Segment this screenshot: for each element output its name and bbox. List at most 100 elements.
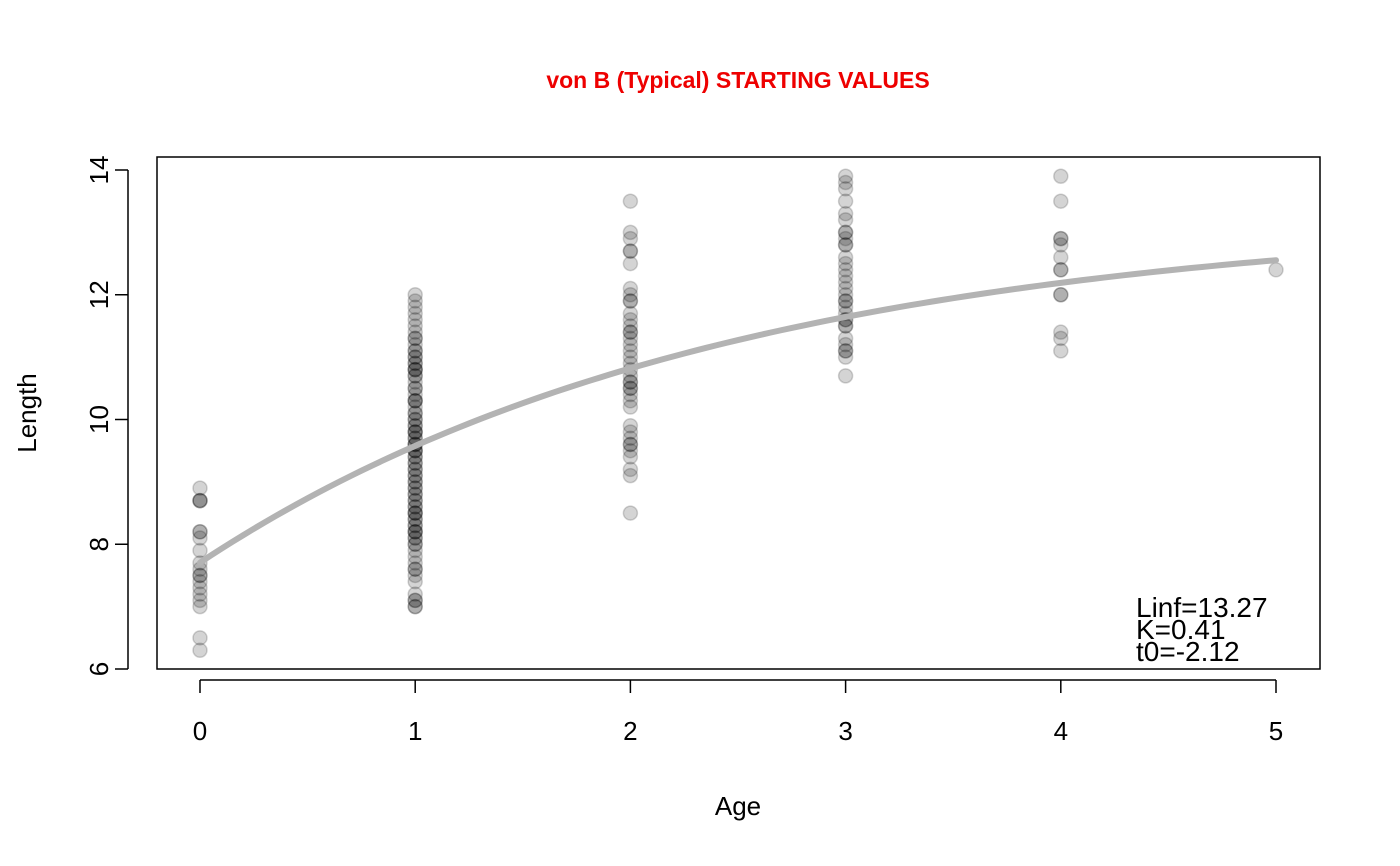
- data-point: [407, 417, 423, 434]
- data-point: [622, 230, 639, 247]
- data-point: [837, 249, 854, 266]
- y-tick-label: 12: [84, 280, 114, 309]
- data-point: [407, 474, 423, 490]
- data-point: [837, 230, 854, 247]
- parameter-annotation: t0=-2.12: [1136, 636, 1240, 667]
- data-point: [407, 480, 423, 496]
- data-point: [407, 411, 423, 428]
- data-point: [1053, 262, 1069, 278]
- data-point: [622, 399, 639, 415]
- data-point: [407, 355, 423, 372]
- data-point: [407, 524, 423, 540]
- data-point: [622, 449, 639, 465]
- y-tick-label: 14: [84, 156, 114, 185]
- chart-title: von B (Typical) STARTING VALUES: [546, 67, 929, 93]
- data-point: [622, 287, 639, 303]
- data-point: [837, 280, 854, 297]
- data-point: [622, 330, 639, 347]
- data-point: [407, 455, 423, 471]
- data-point: [192, 573, 208, 590]
- data-point: [837, 224, 854, 241]
- data-point: [407, 511, 423, 528]
- data-point: [407, 561, 423, 577]
- data-point: [407, 349, 423, 365]
- data-point: [407, 530, 423, 546]
- data-point: [407, 449, 423, 465]
- y-tick-label: 8: [84, 537, 114, 551]
- data-point: [407, 424, 423, 440]
- data-point: [407, 318, 423, 334]
- data-point: [407, 480, 423, 496]
- data-point: [622, 255, 639, 272]
- data-point: [622, 424, 639, 440]
- data-point: [192, 542, 208, 559]
- data-point: [407, 524, 423, 540]
- data-point: [622, 280, 639, 297]
- data-point: [622, 374, 639, 390]
- data-point: [622, 193, 639, 209]
- data-point: [407, 573, 423, 590]
- data-point: [192, 480, 208, 496]
- data-point: [407, 343, 423, 359]
- data-point: [622, 386, 639, 403]
- data-point: [837, 180, 854, 197]
- data-point: [407, 405, 423, 422]
- data-point: [192, 586, 208, 602]
- data-point: [837, 287, 854, 303]
- data-point: [1268, 262, 1284, 278]
- von-b-curve: [197, 257, 1279, 566]
- data-point: [407, 561, 423, 577]
- data-point: [622, 243, 639, 259]
- data-point: [407, 598, 423, 615]
- x-tick-label: 3: [838, 716, 852, 746]
- data-point: [192, 592, 208, 609]
- data-point: [407, 492, 423, 509]
- data-point: [622, 380, 639, 397]
- data-point: [192, 598, 208, 615]
- data-point: [407, 343, 423, 359]
- data-point: [407, 449, 423, 465]
- data-point: [407, 542, 423, 559]
- data-point: [1053, 193, 1069, 209]
- data-point: [192, 630, 208, 646]
- data-point: [837, 193, 854, 209]
- data-point: [622, 324, 639, 340]
- data-point: [192, 642, 208, 659]
- data-point: [407, 524, 423, 540]
- data-point: [407, 424, 423, 440]
- data-point: [407, 455, 423, 471]
- data-point: [407, 293, 423, 309]
- data-point: [192, 524, 208, 540]
- parameter-annotation: K=0.41: [1136, 614, 1226, 645]
- data-point: [407, 598, 423, 615]
- data-point: [407, 505, 423, 521]
- data-point: [407, 467, 423, 484]
- data-point: [407, 536, 423, 552]
- data-point: [837, 336, 854, 353]
- data-point: [1053, 237, 1069, 253]
- data-point: [837, 274, 854, 291]
- data-point: [837, 212, 854, 228]
- data-point: [407, 299, 423, 315]
- data-point: [622, 293, 639, 309]
- data-point: [407, 567, 423, 584]
- data-point: [407, 324, 423, 340]
- data-point: [407, 374, 423, 390]
- data-point: [622, 305, 639, 322]
- data-point: [837, 343, 854, 359]
- data-point: [622, 436, 639, 453]
- data-points: [192, 168, 1284, 659]
- data-point: [1053, 262, 1069, 278]
- data-point: [622, 442, 639, 459]
- data-point: [407, 499, 423, 515]
- data-point: [622, 324, 639, 340]
- data-point: [837, 224, 854, 241]
- data-point: [407, 536, 423, 552]
- data-point: [407, 355, 423, 372]
- data-point: [407, 287, 423, 303]
- data-point: [407, 411, 423, 428]
- data-point: [192, 567, 208, 584]
- data-point: [837, 293, 854, 309]
